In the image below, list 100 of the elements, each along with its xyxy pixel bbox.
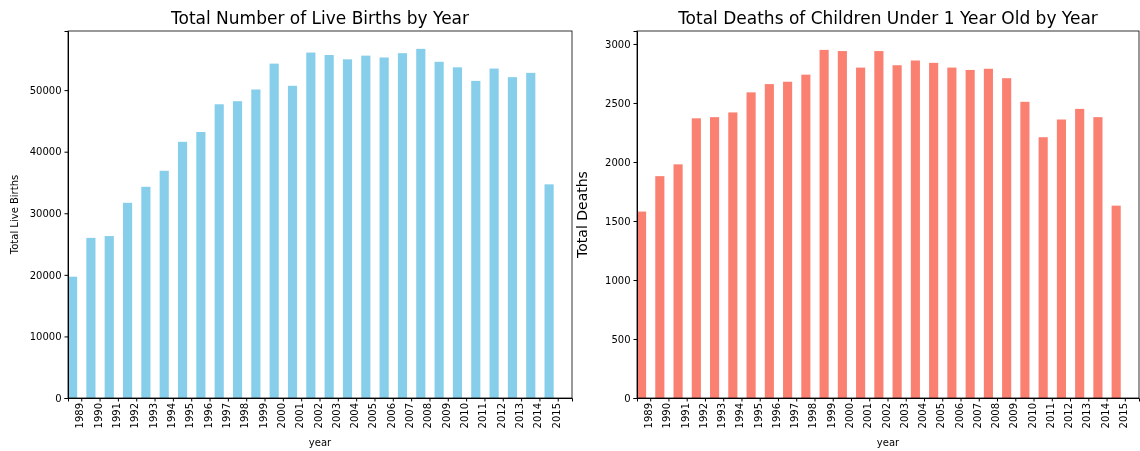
- bar: [1002, 78, 1012, 398]
- x-tick-label: 2000: [275, 403, 287, 429]
- x-tick-label: 2010: [459, 403, 471, 429]
- x-tick-label: 1994: [165, 403, 177, 429]
- bar: [452, 67, 463, 398]
- x-tick-label: 2015: [1117, 403, 1129, 429]
- x-axis-title: year: [308, 437, 333, 448]
- bar: [507, 77, 518, 398]
- x-tick-label: 1999: [257, 403, 269, 429]
- bar: [416, 48, 426, 398]
- bar: [1020, 101, 1030, 398]
- x-tick-label: 1992: [697, 403, 709, 429]
- bar: [764, 84, 774, 398]
- bar: [965, 69, 975, 398]
- x-tick-label: 2007: [971, 403, 983, 429]
- bar: [122, 202, 133, 398]
- y-axis-title: Total Live Births: [9, 174, 20, 256]
- bar: [856, 67, 866, 398]
- x-tick-label: 1999: [825, 403, 837, 429]
- x-tick-label: 2005: [367, 403, 379, 429]
- bar: [1056, 119, 1066, 398]
- x-tick-label: 2003: [330, 403, 342, 429]
- chart-title: Total Number of Live Births by Year: [169, 8, 470, 28]
- bar: [397, 53, 408, 398]
- bar: [196, 131, 206, 398]
- x-tick-label: 2009: [1008, 403, 1020, 429]
- bar: [1038, 137, 1048, 398]
- bar: [251, 89, 261, 398]
- x-tick-label: 2003: [898, 403, 910, 429]
- bar: [214, 104, 224, 398]
- x-tick-label: 1997: [220, 403, 232, 429]
- bar: [361, 55, 371, 398]
- bar: [691, 118, 701, 398]
- bar: [710, 117, 720, 398]
- bar: [983, 68, 993, 398]
- bar: [874, 51, 884, 398]
- bar: [342, 59, 353, 398]
- y-tick-label: 50000: [29, 84, 62, 96]
- bar: [947, 67, 957, 398]
- bar: [655, 176, 665, 398]
- y-tick-label: 10000: [29, 331, 62, 343]
- y-tick-label: 2000: [605, 156, 631, 168]
- x-tick-label: 1989: [74, 403, 86, 429]
- x-tick-label: 1995: [752, 403, 764, 429]
- x-tick-label: 2008: [990, 403, 1002, 429]
- x-tick-label: 2004: [917, 403, 929, 429]
- y-tick-label: 3000: [605, 38, 631, 50]
- x-tick-label: 2011: [477, 403, 489, 429]
- bar: [269, 63, 279, 398]
- x-tick-label: 1994: [734, 403, 746, 429]
- y-axis-title: Total Deaths: [574, 171, 590, 259]
- x-tick-label: 1991: [679, 403, 691, 429]
- bar: [159, 170, 169, 398]
- bar: [673, 164, 683, 398]
- bar: [471, 80, 481, 398]
- bar: [544, 184, 554, 398]
- x-tick-label: 1996: [770, 403, 782, 429]
- x-tick-label: 2013: [1081, 403, 1093, 429]
- x-tick-label: 2012: [1063, 403, 1075, 429]
- x-tick-label: 2012: [495, 403, 507, 429]
- bar: [801, 74, 811, 398]
- bar: [177, 141, 188, 398]
- bar: [306, 52, 316, 398]
- x-tick-label: 1993: [716, 403, 728, 429]
- x-tick-label: 1995: [184, 403, 196, 429]
- bar: [489, 68, 499, 398]
- x-tick-label: 1996: [202, 403, 214, 429]
- bar: [324, 55, 334, 398]
- x-tick-label: 2002: [312, 403, 324, 429]
- x-tick-label: 1998: [239, 403, 251, 429]
- x-tick-label: 1989: [643, 403, 655, 429]
- bar: [1093, 117, 1103, 398]
- y-tick-label: 1500: [605, 215, 631, 227]
- x-tick-label: 2007: [404, 403, 416, 429]
- bar: [910, 60, 920, 398]
- bar: [819, 49, 829, 398]
- bar: [1111, 205, 1121, 398]
- x-tick-label: 2006: [953, 403, 965, 429]
- bar: [379, 57, 389, 398]
- x-tick-label: 2006: [385, 403, 397, 429]
- x-tick-label: 1990: [661, 403, 673, 429]
- chart-title: Total Deaths of Children Under 1 Year Old by Year: [677, 8, 1098, 28]
- x-tick-label: 1993: [147, 403, 159, 429]
- x-tick-label: 2004: [349, 403, 361, 429]
- x-tick-label: 2008: [422, 403, 434, 429]
- bar: [104, 236, 114, 398]
- y-tick-label: 1000: [605, 274, 631, 286]
- bar: [526, 72, 536, 398]
- y-tick-label: 500: [611, 333, 631, 345]
- bar: [287, 85, 298, 398]
- y-tick-label: 40000: [29, 146, 62, 158]
- bar: [783, 81, 793, 398]
- bar: [1075, 108, 1085, 398]
- x-tick-label: 2013: [514, 403, 526, 429]
- y-tick-label: 30000: [29, 207, 62, 219]
- bar: [892, 65, 902, 398]
- x-tick-label: 1992: [129, 403, 141, 429]
- y-tick-label: 0: [624, 392, 631, 404]
- y-tick-label: 20000: [29, 269, 62, 281]
- y-tick-label: 2500: [605, 97, 631, 109]
